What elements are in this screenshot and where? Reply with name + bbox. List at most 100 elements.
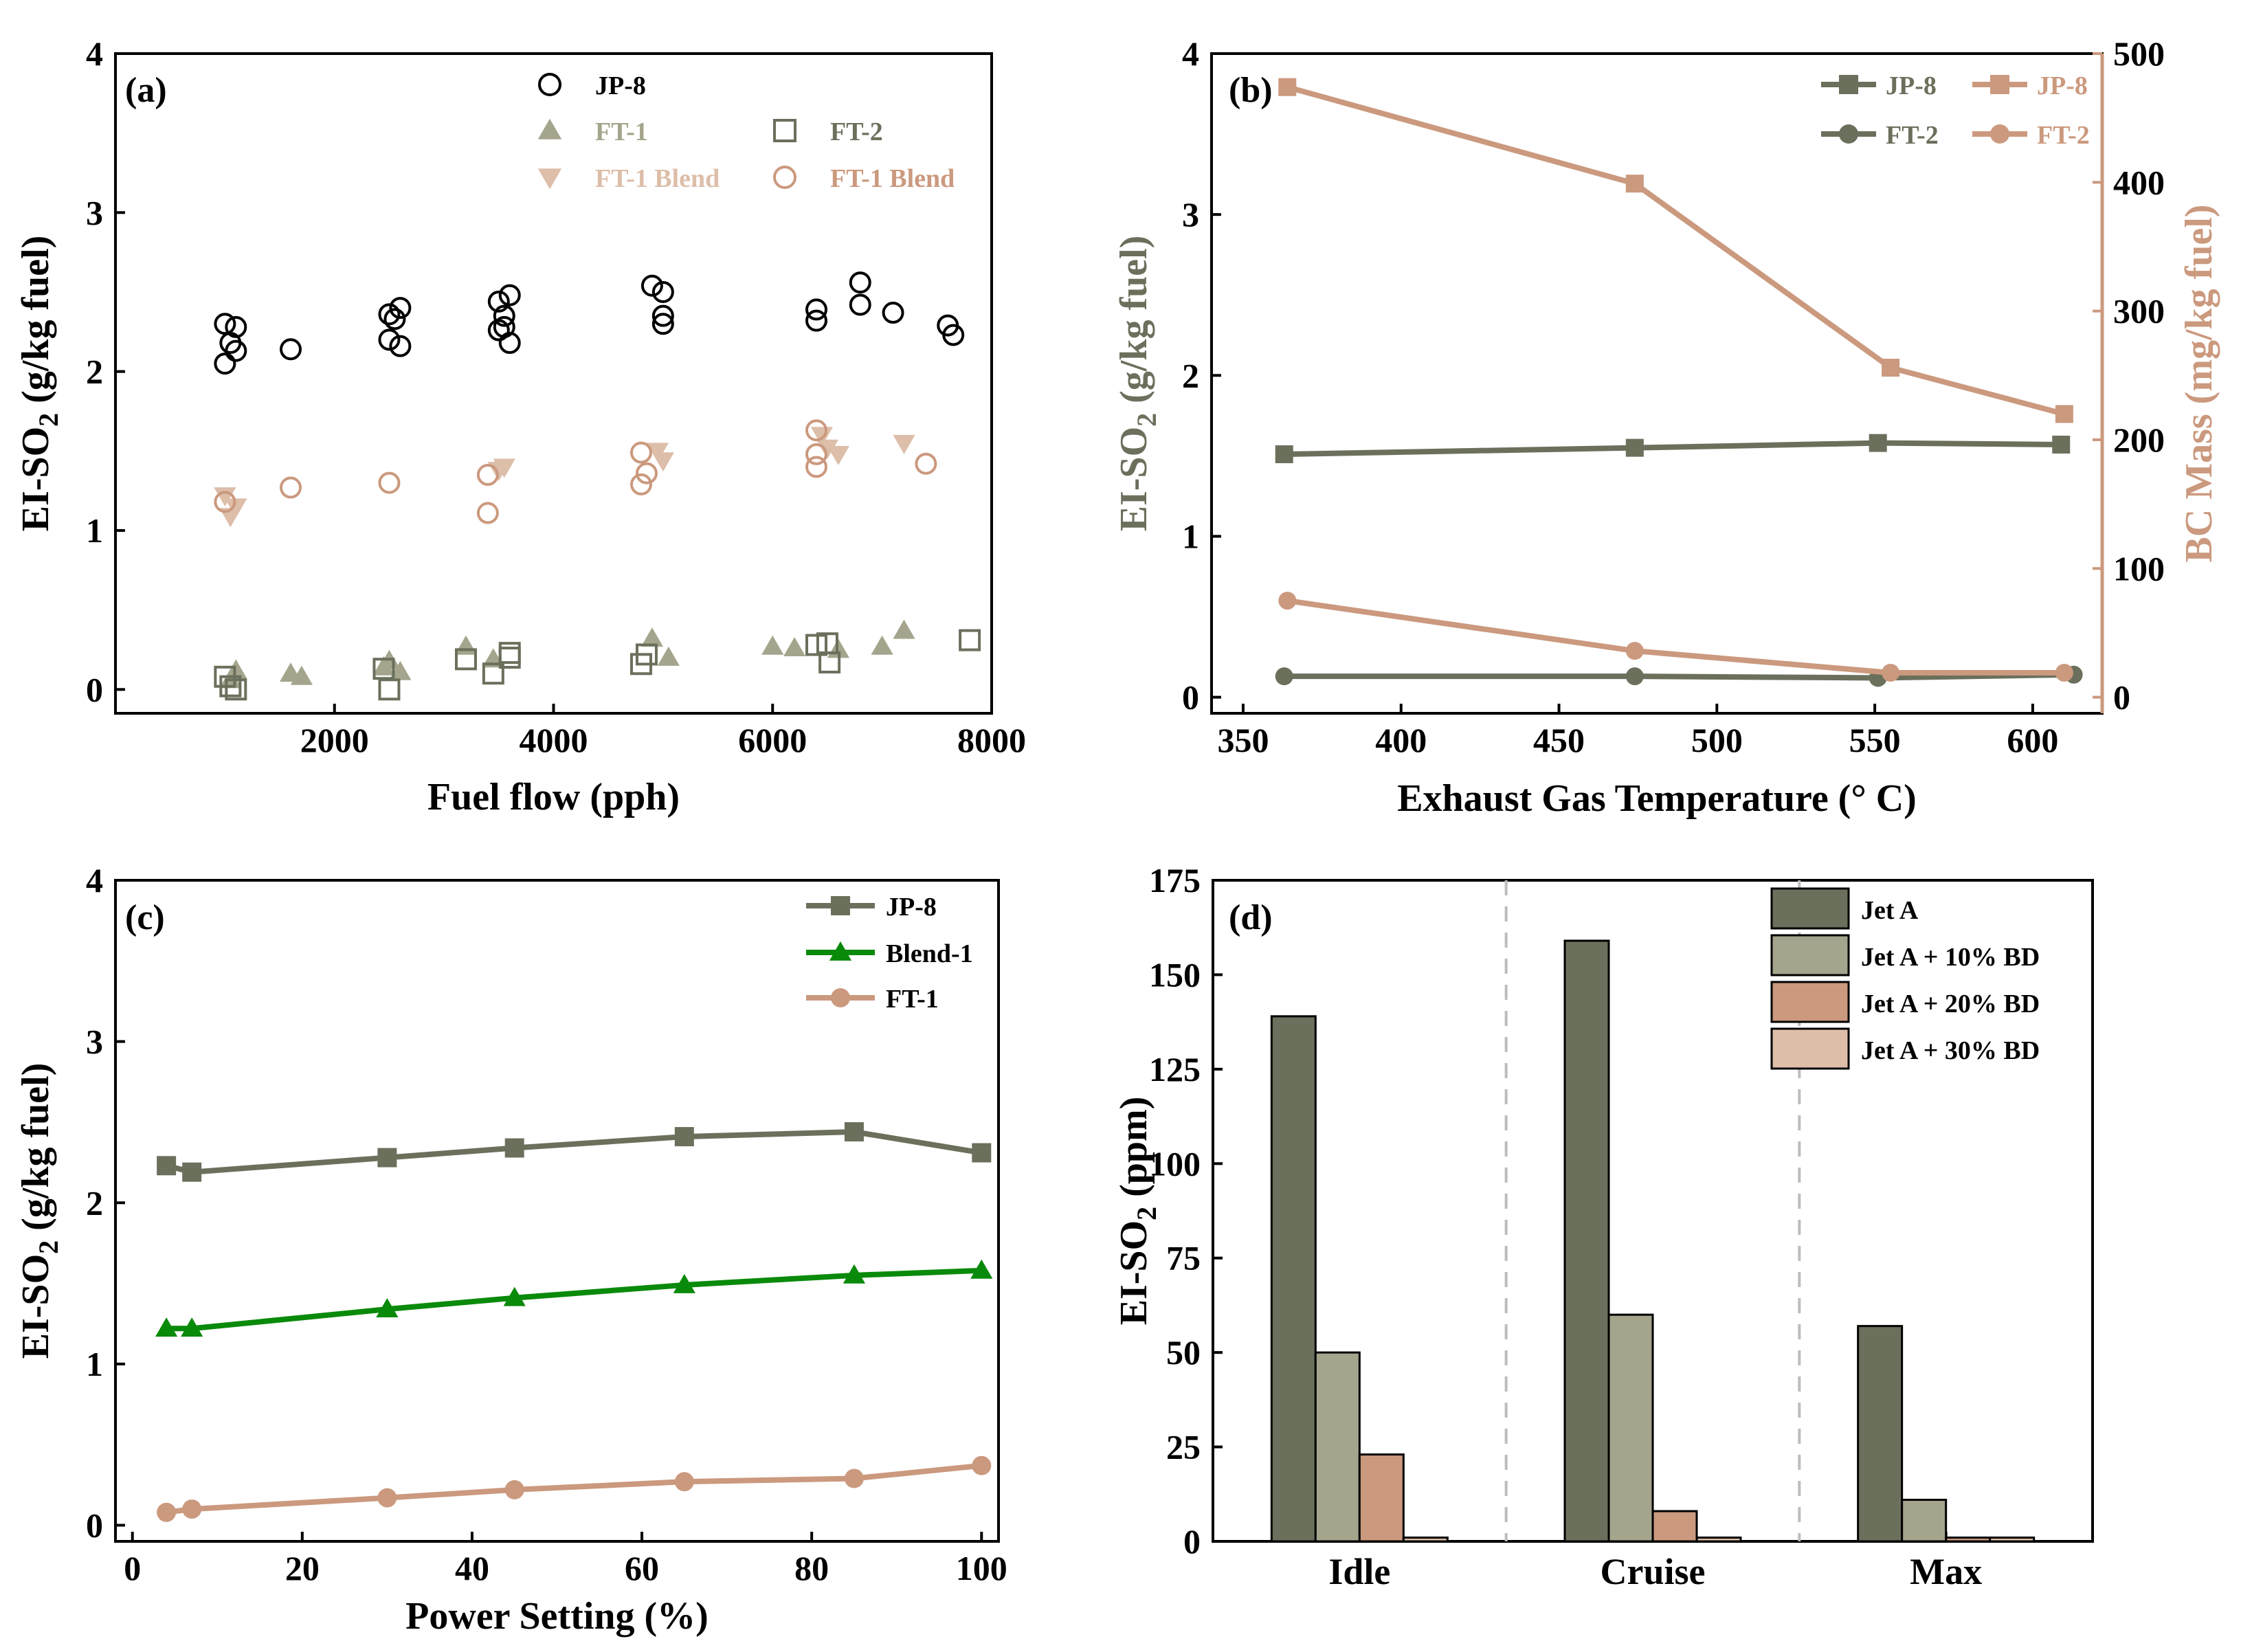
data-point [487, 290, 510, 313]
legend-swatch [1770, 887, 1850, 930]
series-ft-1 [157, 1455, 992, 1522]
data-point [816, 439, 839, 459]
bar [1563, 939, 1610, 1543]
legend-marker [829, 941, 852, 961]
x-tick-label: 600 [2007, 721, 2058, 759]
x-tick-label: 40 [455, 1549, 489, 1587]
x-tick-label: 6000 [738, 721, 807, 759]
data-point [893, 434, 915, 454]
y-tick-label: 0 [1183, 1522, 1201, 1561]
data-point [280, 338, 302, 361]
data-point [1882, 359, 1900, 377]
plot-frame [114, 879, 1000, 1543]
y-tick-label: 1 [86, 511, 103, 550]
y-tick-label: 2 [1182, 356, 1199, 394]
y-tick-label: 4 [86, 34, 103, 73]
series-jp-8-right [1278, 78, 2073, 423]
y-tick-label: 4 [1182, 34, 1199, 73]
y-tick-label: 75 [1166, 1239, 1201, 1277]
legend-label: FT-1 [886, 985, 939, 1014]
data-point [1275, 667, 1293, 686]
series-blend-1 [155, 1259, 993, 1337]
bar [1695, 1537, 1742, 1543]
y-right-tick-label: 300 [2113, 292, 2165, 331]
data-point [377, 1488, 397, 1508]
legend-marker [1990, 75, 2009, 94]
data-point [225, 498, 247, 518]
data-point [219, 675, 242, 697]
series-ft-2-left [1275, 665, 2083, 687]
data-point [454, 635, 478, 655]
x-axis-label: Exhaust Gas Temperature (° C) [1397, 777, 1917, 820]
data-point [455, 648, 477, 671]
category-label: Cruise [1601, 1551, 1706, 1592]
data-point [882, 302, 904, 324]
x-tick-label: 550 [1849, 721, 1901, 759]
data-point [673, 1273, 695, 1293]
data-point [2055, 405, 2073, 423]
data-point [783, 637, 806, 657]
panel-label: (a) [125, 71, 167, 110]
data-point [805, 443, 827, 465]
legend-marker [537, 168, 562, 190]
data-point [182, 1499, 202, 1519]
legend-label: JP-8 [2037, 71, 2088, 100]
legend-swatch [1770, 1027, 1850, 1070]
panel-d-ylabel: EI-SO2 (ppm) [1113, 1097, 1162, 1326]
series-ft-1-blend [214, 427, 915, 528]
data-point [290, 665, 313, 685]
data-point [476, 464, 499, 487]
panel-a: 2000 4000 6000 8000 0 1 2 3 4 Fuel flow (pph) EI-S… [14, 34, 1026, 818]
data-point [640, 274, 663, 297]
data-point [476, 502, 499, 524]
bar [1901, 1499, 1948, 1543]
y-tick-label: 0 [86, 670, 103, 708]
data-point [630, 441, 652, 464]
data-point [818, 651, 841, 673]
y-tick-label: 4 [86, 861, 103, 900]
data-point [214, 491, 236, 513]
data-point [2055, 663, 2073, 682]
legend-label: JP-8 [595, 71, 646, 100]
series-jp-8 [157, 1122, 992, 1182]
data-point [827, 446, 849, 466]
data-point [498, 284, 521, 306]
y-tick-label: 50 [1166, 1333, 1201, 1372]
data-point [1625, 175, 1644, 193]
y-tick-label: 3 [86, 1023, 103, 1061]
panel-d: 0 25 50 75 100 125 150 175 EI-SO2 (ppm) (d) Idle Cr… [1113, 861, 2094, 1592]
x-tick-label: 20 [285, 1549, 320, 1587]
legend-label: FT-1 Blend [595, 164, 720, 193]
legend-marker [1839, 124, 1858, 144]
x-tick-label: 8000 [957, 721, 1026, 759]
y-right-tick-label: 0 [2113, 678, 2130, 717]
bar [1651, 1510, 1698, 1543]
data-point [504, 1480, 524, 1499]
data-point [482, 662, 504, 685]
y-right-tick-label: 200 [2113, 421, 2165, 459]
data-point [214, 353, 236, 375]
data-point [378, 303, 401, 326]
data-point [674, 1472, 694, 1492]
category-label: Idle [1328, 1551, 1390, 1592]
data-point [1278, 78, 1297, 96]
series-ft-2 [214, 629, 981, 701]
series-line [1284, 671, 2074, 681]
bar [1989, 1537, 2036, 1543]
x-tick-label: 0 [124, 1549, 141, 1587]
bar [1607, 1313, 1654, 1543]
bar [1402, 1537, 1449, 1543]
data-point [155, 1317, 178, 1337]
legend-marker [773, 119, 796, 142]
x-tick-label: 100 [956, 1549, 1007, 1587]
data-point [970, 1259, 993, 1279]
y-tick-label: 0 [1182, 678, 1199, 717]
data-point [805, 298, 827, 321]
legend-label: FT-2 [1886, 121, 1939, 150]
panel-label: (b) [1229, 71, 1273, 110]
y-tick-label: 3 [1182, 195, 1199, 234]
legend-label: FT-2 [2037, 121, 2090, 150]
y-tick-label: 2 [86, 1183, 103, 1222]
legend-swatch [1770, 934, 1850, 976]
data-point [844, 1469, 864, 1488]
